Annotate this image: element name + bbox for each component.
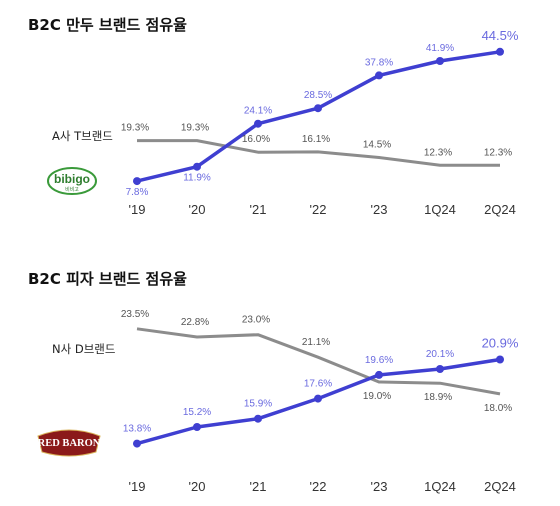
bibigo-logo-text: bibigo: [54, 172, 90, 186]
red-baron-logo-text: RED BARON: [38, 438, 101, 449]
x-tick-label: '19: [129, 479, 146, 494]
data-label: 16.1%: [302, 134, 330, 145]
x-tick-label: '22: [310, 479, 327, 494]
data-point: [133, 177, 141, 186]
series-line-competitor: [136, 327, 501, 396]
data-point: [436, 57, 444, 65]
data-point: [375, 370, 383, 379]
data-label: 20.9%: [482, 336, 519, 351]
data-label: 19.6%: [365, 355, 393, 366]
x-tick-label: '22: [310, 202, 327, 217]
data-label: 24.1%: [244, 106, 272, 117]
data-label: 14.5%: [363, 140, 391, 151]
data-label: 19.0%: [363, 391, 391, 402]
data-point: [193, 162, 201, 171]
competitor-brand-label: A사 T브랜드: [52, 129, 113, 143]
data-label: 21.1%: [302, 337, 330, 348]
data-point: [254, 119, 262, 128]
data-label: 15.9%: [244, 399, 272, 410]
data-label: 23.5%: [121, 309, 149, 320]
data-label: 23.0%: [242, 315, 270, 326]
x-tick-label: 1Q24: [424, 202, 456, 217]
data-point: [496, 47, 504, 56]
data-point: [375, 71, 383, 80]
red-baron-logo: RED BARON: [37, 429, 101, 457]
x-tick-label: '23: [371, 202, 388, 217]
x-tick-label: '20: [189, 202, 206, 217]
data-label: 18.9%: [424, 392, 452, 403]
x-tick-label: 2Q24: [484, 202, 516, 217]
data-label: 20.1%: [426, 349, 454, 360]
dumpling-chart-panel: B2C 만두 브랜드 점유율 A사 T브랜드 bibigo 비비고: [0, 0, 560, 250]
data-point: [254, 414, 262, 423]
bibigo-logo-subtext: 비비고: [65, 186, 79, 193]
x-tick-label: 2Q24: [484, 479, 516, 494]
x-tick-label: '21: [250, 202, 267, 217]
x-tick-label: '23: [371, 479, 388, 494]
data-label: 37.8%: [365, 57, 393, 68]
competitor-brand-label: N사 D브랜드: [52, 342, 116, 356]
data-point: [193, 423, 201, 431]
data-point: [436, 365, 444, 373]
chart-title: B2C 만두 브랜드 점유율: [28, 16, 187, 34]
data-label: 28.5%: [304, 90, 332, 101]
series-line-competitor: [137, 139, 500, 167]
x-tick-label: '19: [129, 202, 146, 217]
data-label: 22.8%: [181, 317, 209, 328]
data-label: 12.3%: [424, 147, 452, 158]
series-line-primary: [136, 50, 501, 183]
data-point: [314, 104, 322, 113]
data-label: 17.6%: [304, 379, 332, 390]
pizza-chart-panel: B2C 피자 브랜드 점유율 N사 D브랜드: [0, 255, 560, 506]
data-label: 15.2%: [183, 407, 211, 418]
data-label: 12.3%: [484, 147, 512, 158]
data-point: [133, 439, 141, 448]
data-label: 13.8%: [123, 424, 151, 435]
data-point: [496, 355, 504, 364]
bibigo-logo: bibigo 비비고: [47, 167, 97, 195]
data-label: 19.3%: [181, 123, 209, 134]
chart-title: B2C 피자 브랜드 점유율: [28, 270, 187, 288]
x-tick-label: '20: [189, 479, 206, 494]
data-label: 16.0%: [242, 134, 270, 145]
data-label: 11.9%: [183, 173, 211, 184]
data-label: 19.3%: [121, 123, 149, 134]
x-tick-label: '21: [250, 479, 267, 494]
data-point: [314, 394, 322, 403]
data-label: 44.5%: [482, 28, 519, 43]
data-label: 7.8%: [126, 187, 149, 198]
x-tick-label: 1Q24: [424, 479, 456, 494]
data-label: 18.0%: [484, 403, 512, 414]
data-label: 41.9%: [426, 43, 454, 54]
